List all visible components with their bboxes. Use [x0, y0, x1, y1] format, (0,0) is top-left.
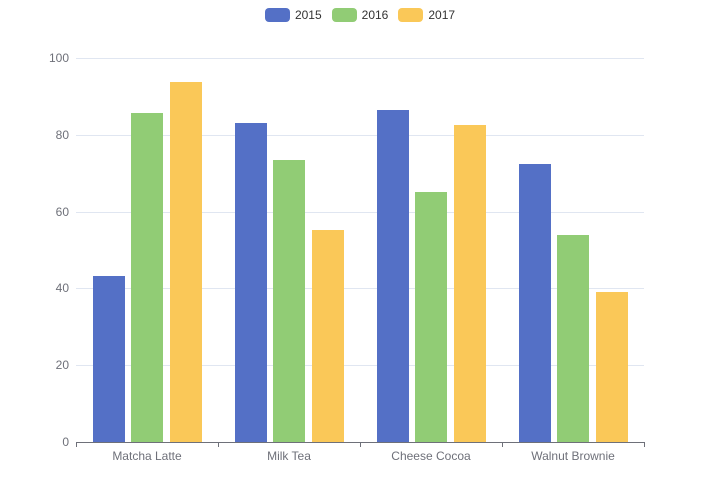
x-tick-label: Matcha Latte — [112, 449, 182, 463]
legend-item-2017[interactable]: 2017 — [398, 8, 455, 22]
bar-2015-walnut-brownie[interactable] — [518, 163, 551, 442]
y-tick-label: 100 — [48, 51, 69, 65]
bar-2016-cheese-cocoa[interactable] — [415, 191, 447, 442]
y-tick-label: 0 — [62, 435, 69, 449]
y-tick-label: 40 — [55, 281, 69, 295]
gridline — [76, 288, 644, 289]
x-tick-mark — [502, 442, 503, 447]
legend-label: 2017 — [428, 8, 456, 22]
y-tick-label: 20 — [55, 358, 69, 372]
legend-label: 2016 — [361, 8, 389, 22]
legend-item-2016[interactable]: 2016 — [331, 8, 389, 22]
bar-2015-cheese-cocoa[interactable] — [376, 110, 409, 442]
legend-label: 2015 — [294, 8, 322, 22]
bar-2017-matcha-latte[interactable] — [169, 82, 202, 442]
x-tick-label: Milk Tea — [267, 449, 311, 463]
bar-2017-walnut-brownie[interactable] — [595, 291, 628, 442]
legend: 2015 2016 2017 — [0, 8, 720, 22]
x-tick-mark — [218, 442, 219, 447]
y-tick-label: 60 — [55, 205, 69, 219]
legend-swatch-2017 — [398, 8, 424, 22]
legend-swatch-2015 — [264, 8, 290, 22]
x-tick-label: Walnut Brownie — [531, 449, 615, 463]
x-tick-mark — [360, 442, 361, 447]
legend-swatch-2016 — [331, 8, 357, 22]
gridline — [76, 58, 644, 59]
bar-2017-milk-tea[interactable] — [311, 230, 344, 442]
bar-2016-matcha-latte[interactable] — [131, 112, 163, 442]
bar-2015-milk-tea[interactable] — [234, 122, 267, 442]
gridline — [76, 135, 644, 136]
x-tick-mark — [644, 442, 645, 447]
bar-2016-walnut-brownie[interactable] — [557, 235, 589, 442]
bar-2017-cheese-cocoa[interactable] — [453, 125, 486, 442]
y-tick-label: 80 — [55, 128, 69, 142]
gridline — [76, 365, 644, 366]
x-tick-mark — [76, 442, 77, 447]
bar-2016-milk-tea[interactable] — [273, 160, 305, 442]
x-tick-label: Cheese Cocoa — [391, 449, 471, 463]
gridline — [76, 212, 644, 213]
legend-item-2015[interactable]: 2015 — [264, 8, 322, 22]
bar-2015-matcha-latte[interactable] — [92, 275, 125, 442]
